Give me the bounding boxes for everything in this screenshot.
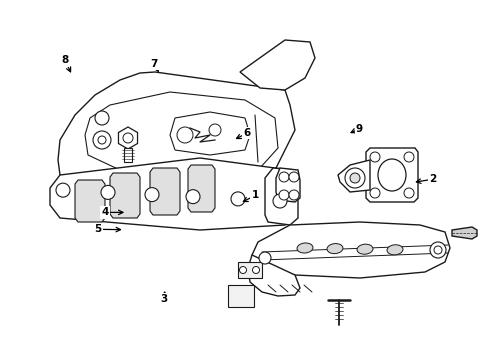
Circle shape (272, 194, 286, 208)
Bar (124, 148, 132, 162)
Polygon shape (264, 168, 297, 225)
Bar (238, 262, 262, 278)
Polygon shape (187, 165, 215, 212)
Circle shape (429, 242, 445, 258)
Circle shape (177, 127, 193, 143)
Circle shape (230, 192, 244, 206)
Polygon shape (240, 40, 314, 90)
Polygon shape (118, 127, 137, 149)
Polygon shape (170, 112, 249, 155)
Circle shape (279, 172, 288, 182)
Circle shape (433, 246, 441, 254)
Bar (227, 285, 253, 307)
Circle shape (349, 173, 359, 183)
Polygon shape (110, 173, 140, 218)
Circle shape (369, 188, 379, 198)
Polygon shape (365, 148, 417, 202)
Polygon shape (451, 227, 476, 239)
Circle shape (369, 152, 379, 162)
Circle shape (252, 266, 259, 274)
Circle shape (101, 185, 115, 199)
Circle shape (239, 266, 246, 274)
Text: 2: 2 (428, 174, 435, 184)
Text: 3: 3 (160, 294, 167, 304)
Circle shape (403, 188, 413, 198)
Text: 1: 1 (251, 190, 258, 201)
Circle shape (288, 172, 298, 182)
Circle shape (95, 111, 109, 125)
Polygon shape (150, 168, 180, 215)
Ellipse shape (377, 159, 405, 191)
Circle shape (208, 124, 221, 136)
Polygon shape (337, 160, 369, 192)
Circle shape (123, 133, 133, 143)
Polygon shape (247, 255, 299, 296)
Circle shape (288, 190, 298, 200)
Circle shape (345, 168, 364, 188)
Circle shape (93, 131, 111, 149)
Ellipse shape (326, 244, 342, 254)
Polygon shape (50, 158, 294, 230)
Polygon shape (75, 180, 105, 222)
Text: 7: 7 (150, 59, 158, 69)
Circle shape (56, 183, 70, 197)
Polygon shape (58, 72, 294, 192)
Circle shape (259, 252, 270, 264)
Circle shape (98, 136, 106, 144)
Polygon shape (251, 222, 449, 278)
Circle shape (403, 152, 413, 162)
Text: 4: 4 (101, 207, 109, 217)
Text: 5: 5 (94, 224, 101, 234)
Text: 8: 8 (61, 55, 68, 66)
Text: 6: 6 (243, 128, 250, 138)
Circle shape (185, 190, 200, 204)
Ellipse shape (356, 244, 372, 254)
Text: 9: 9 (355, 124, 362, 134)
Polygon shape (85, 92, 278, 178)
Ellipse shape (296, 243, 312, 253)
Polygon shape (275, 168, 299, 202)
Ellipse shape (386, 245, 402, 255)
Circle shape (279, 190, 288, 200)
Circle shape (145, 188, 159, 202)
